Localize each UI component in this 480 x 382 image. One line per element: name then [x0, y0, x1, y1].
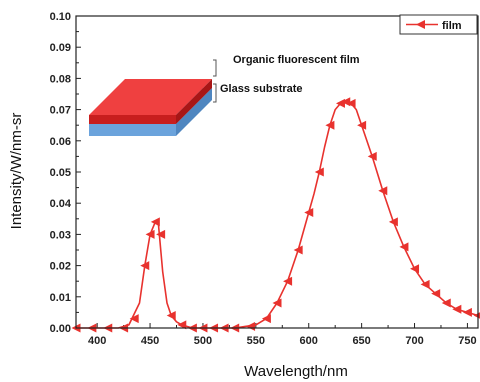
data-point-marker	[346, 98, 356, 108]
data-point-marker	[145, 229, 155, 239]
legend-marker	[416, 20, 425, 29]
substrate-right	[176, 88, 212, 136]
y-tick-label: 0.05	[50, 167, 71, 179]
data-point-marker	[378, 186, 388, 196]
x-tick-label: 400	[88, 335, 106, 347]
film-top	[89, 79, 212, 115]
x-tick-label: 500	[194, 335, 212, 347]
data-point-marker	[283, 276, 293, 286]
inset-film-label: Organic fluorescent film	[233, 54, 360, 66]
data-point-marker	[177, 320, 187, 330]
y-tick-labels: 0.00 0.01 0.02 0.03 0.04 0.05 0.06 0.07 0.08 0.09…	[50, 11, 72, 335]
y-tick-label: 0.04	[50, 198, 72, 210]
plot-frame	[75, 15, 479, 329]
film-bracket	[213, 59, 217, 77]
data-point-marker	[399, 242, 409, 252]
data-point-marker	[140, 261, 150, 271]
y-tick-label: 0.10	[50, 11, 71, 23]
legend: film	[399, 14, 478, 35]
substrate-bracket	[213, 83, 217, 103]
x-tick-label: 600	[300, 335, 318, 347]
y-tick-label: 0.07	[50, 105, 71, 117]
data-point-marker	[357, 120, 367, 130]
data-point-marker	[246, 321, 256, 331]
y-tick-label: 0.03	[50, 229, 71, 241]
legend-label-film: film	[442, 20, 462, 32]
x-tick-label: 550	[247, 335, 265, 347]
y-tick-label: 0.06	[50, 136, 71, 148]
data-point-marker	[462, 307, 472, 317]
data-point-marker	[166, 311, 176, 321]
inset-substrate-label: Glass substrate	[220, 83, 303, 95]
data-point-marker	[129, 314, 139, 324]
data-point-marker	[156, 229, 166, 239]
data-point-marker	[452, 304, 462, 314]
y-tick-label: 0.02	[50, 261, 71, 273]
x-tick-label: 650	[352, 335, 370, 347]
data-point-marker	[261, 314, 271, 324]
data-point-marker	[293, 245, 303, 255]
series-layer	[71, 97, 480, 333]
y-tick-label: 0.01	[50, 292, 71, 304]
y-tick-label: 0.00	[50, 323, 71, 335]
data-point-marker	[150, 217, 160, 227]
substrate-side	[89, 124, 176, 136]
data-point-marker	[367, 151, 377, 161]
data-point-marker	[473, 312, 480, 319]
data-point-marker	[441, 298, 451, 308]
inset-illustration: Organic fluorescent film Glass substrate	[89, 54, 360, 136]
y-tick-label: 0.09	[50, 42, 71, 54]
data-point-marker	[314, 167, 324, 177]
data-point-marker	[410, 264, 420, 274]
data-point-marker	[431, 289, 441, 299]
x-tick-label: 750	[458, 335, 476, 347]
data-point-marker	[304, 208, 314, 218]
film-side	[89, 115, 176, 124]
x-axis-title: Wavelength/nm	[244, 363, 348, 380]
data-point-marker	[272, 298, 282, 308]
legend-box	[399, 14, 478, 35]
film-right	[176, 79, 212, 124]
x-tick-label: 700	[405, 335, 423, 347]
data-point-marker	[325, 120, 335, 130]
data-point-marker	[420, 279, 430, 289]
x-tick-labels: 400 450 500 550 600 650 700 750	[88, 335, 477, 347]
x-tick-label: 450	[141, 335, 159, 347]
y-axis-title: Intensity/W/nm-sr	[8, 113, 25, 230]
data-point-marker	[388, 217, 398, 227]
y-tick-label: 0.08	[50, 73, 71, 85]
